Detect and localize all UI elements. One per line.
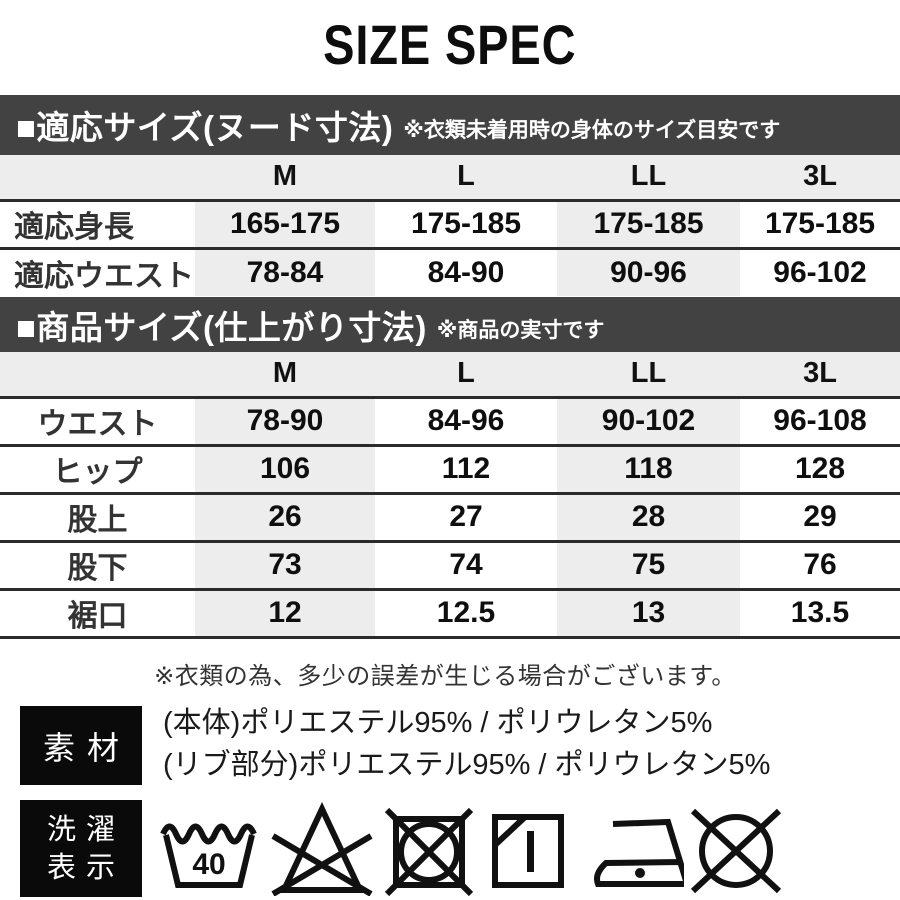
cell-value: 175-185 — [764, 207, 876, 240]
column-header-ll: LL — [630, 160, 667, 193]
table-row: ヒップ 106 112 118 128 — [0, 445, 900, 493]
cell-value: 175-185 — [410, 207, 522, 240]
cell-value: 175-185 — [557, 200, 740, 248]
cell-value: 128 — [794, 452, 846, 485]
section-note: ※衣類未着用時の身体のサイズ目安です — [403, 119, 781, 142]
table-row: ウエスト 78-90 84-96 90-102 96-108 — [0, 397, 900, 445]
cell-value: 78-90 — [195, 397, 375, 445]
material-label-box: 素材 — [20, 706, 142, 785]
do-not-bleach-icon — [271, 802, 373, 896]
cell-value: 84-90 — [427, 255, 505, 289]
wash-40c-icon: 40 — [160, 823, 257, 888]
tolerance-disclaimer: ※衣類の為、多少の誤差が生じる場合がございます。 — [154, 663, 736, 690]
cell-value: 96-108 — [773, 404, 867, 437]
care-label-line1: 洗濯 — [46, 813, 125, 846]
row-label: ヒップ — [52, 456, 143, 489]
row-label: 股上 — [67, 504, 128, 537]
material-line-body: (本体)ポリエステル95% / ポリウレタン5% — [163, 707, 713, 739]
material-composition: (本体)ポリエステル95% / ポリウレタン5% (リブ部分)ポリエステル95%… — [163, 702, 770, 786]
line-dry-in-shade-icon — [492, 814, 564, 888]
row-label: 股下 — [67, 552, 128, 585]
material-line-rib: (リブ部分)ポリエステル95% / ポリウレタン5% — [163, 749, 771, 781]
column-header-3l: 3L — [803, 160, 837, 193]
cell-value: 12 — [195, 589, 375, 637]
wash-temperature: 40 — [192, 848, 225, 881]
cell-value: 13 — [557, 589, 740, 637]
section-note: ※商品の実寸です — [436, 318, 605, 342]
column-header-ll: LL — [630, 357, 667, 390]
cell-value: 118 — [557, 445, 740, 493]
care-label-line2: 表示 — [46, 851, 125, 884]
row-label: 適応身長 — [14, 211, 134, 244]
section-header-product-size: ■商品サイズ(仕上がり寸法) ※商品の実寸です — [0, 297, 900, 352]
table-header-row: M L LL 3L — [0, 155, 900, 200]
do-not-dry-clean-icon — [690, 808, 782, 894]
page-title-wrap: SIZE SPEC — [0, 12, 900, 77]
corner-cell — [0, 352, 195, 397]
cell-value: 112 — [441, 452, 491, 485]
cell-value: 106 — [195, 445, 375, 493]
cell-value: 26 — [195, 493, 375, 541]
section-header-nude-size: ■適応サイズ(ヌード寸法) ※衣類未着用時の身体のサイズ目安です — [0, 95, 900, 155]
cell-value: 78-84 — [195, 248, 375, 296]
table-row: 股上 26 27 28 29 — [0, 493, 900, 541]
cell-value: 29 — [803, 500, 837, 533]
row-label: 裾口 — [67, 600, 128, 633]
column-header-m: M — [272, 357, 298, 390]
material-label: 素材 — [42, 729, 131, 766]
column-header-3l: 3L — [803, 357, 837, 390]
cell-value: 75 — [557, 541, 740, 589]
table-row: 適応ウエスト 78-84 84-90 90-96 96-102 — [0, 248, 900, 296]
cell-value: 74 — [449, 548, 483, 581]
row-label: 適応ウエスト — [14, 259, 194, 293]
cell-value: 165-175 — [195, 200, 375, 248]
cell-value: 76 — [803, 548, 837, 581]
table-row: 股下 73 74 75 76 — [0, 541, 900, 589]
cell-value: 27 — [449, 500, 483, 533]
cell-value: 90-102 — [557, 397, 740, 445]
cell-value: 12.5 — [436, 596, 496, 629]
cell-value: 84-96 — [427, 404, 505, 437]
cell-value: 90-96 — [557, 248, 740, 296]
column-header-m: M — [272, 160, 298, 193]
corner-cell — [0, 155, 195, 200]
column-header-l: L — [457, 160, 475, 193]
iron-low-heat-icon — [594, 818, 684, 887]
cell-value: 73 — [195, 541, 375, 589]
cell-value: 96-102 — [773, 255, 867, 289]
table-header-row: M L LL 3L — [0, 352, 900, 397]
section-heading: ■商品サイズ(仕上がり寸法) — [16, 308, 427, 346]
nude-size-table: M L LL 3L 適応身長 165-175 175-185 175-185 1… — [0, 155, 900, 296]
cell-value: 28 — [557, 493, 740, 541]
care-label-box: 洗濯 表示 — [20, 800, 142, 897]
section-heading: ■適応サイズ(ヌード寸法) — [16, 109, 394, 146]
column-header-l: L — [457, 357, 475, 390]
cell-value: 13.5 — [790, 596, 850, 629]
table-row: 裾口 12 12.5 13 13.5 — [0, 589, 900, 637]
row-label: ウエスト — [37, 408, 158, 441]
product-size-table: M L LL 3L ウエスト 78-90 84-96 90-102 96-108… — [0, 352, 900, 639]
page-title: SIZE SPEC — [323, 13, 577, 76]
do-not-tumble-dry-icon — [384, 808, 474, 896]
table-row: 適応身長 165-175 175-185 175-185 175-185 — [0, 200, 900, 248]
